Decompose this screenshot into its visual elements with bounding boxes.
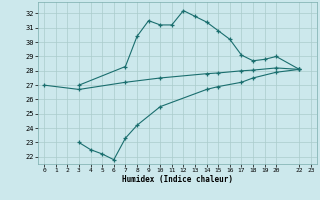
X-axis label: Humidex (Indice chaleur): Humidex (Indice chaleur) xyxy=(122,175,233,184)
